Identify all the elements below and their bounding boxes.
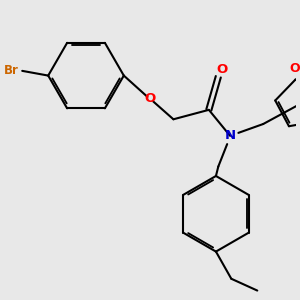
Text: Br: Br — [4, 64, 19, 77]
Text: O: O — [145, 92, 156, 104]
Text: O: O — [289, 62, 300, 75]
Text: N: N — [225, 129, 236, 142]
Text: O: O — [216, 63, 227, 76]
